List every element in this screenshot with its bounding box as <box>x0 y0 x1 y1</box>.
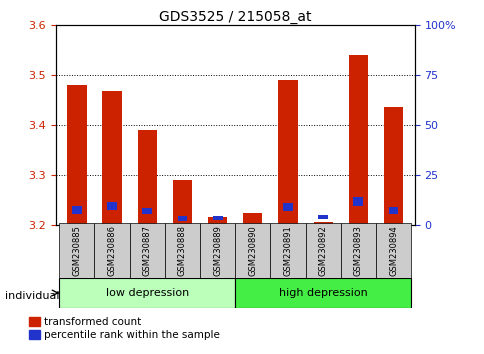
Bar <box>172 180 192 225</box>
Bar <box>177 216 187 221</box>
Bar <box>348 55 367 225</box>
Bar <box>212 216 222 220</box>
Text: GSM230891: GSM230891 <box>283 225 292 276</box>
Text: individual: individual <box>5 291 59 301</box>
Bar <box>242 213 262 225</box>
Text: GSM230894: GSM230894 <box>388 225 397 276</box>
Bar <box>318 215 328 219</box>
Bar <box>375 223 410 278</box>
Bar <box>388 207 398 214</box>
Bar <box>72 206 82 214</box>
Text: low depression: low depression <box>106 288 188 298</box>
Title: GDS3525 / 215058_at: GDS3525 / 215058_at <box>159 10 311 24</box>
Bar <box>383 107 402 225</box>
Text: GSM230890: GSM230890 <box>248 225 257 276</box>
Bar <box>353 197 363 206</box>
Text: GSM230887: GSM230887 <box>142 225 151 276</box>
Bar <box>67 85 86 225</box>
Bar <box>94 223 129 278</box>
Bar <box>137 130 157 225</box>
Text: GSM230888: GSM230888 <box>178 225 186 276</box>
Bar <box>283 203 292 211</box>
Bar <box>165 223 199 278</box>
Bar <box>102 91 121 225</box>
Text: GSM230893: GSM230893 <box>353 225 362 276</box>
Text: GSM230892: GSM230892 <box>318 225 327 276</box>
Bar <box>313 222 332 225</box>
Bar <box>199 223 235 278</box>
Bar <box>208 217 227 225</box>
Legend: transformed count, percentile rank within the sample: transformed count, percentile rank withi… <box>30 317 219 340</box>
Text: GSM230886: GSM230886 <box>107 225 116 276</box>
Bar <box>235 278 410 308</box>
Text: GSM230885: GSM230885 <box>72 225 81 276</box>
Bar <box>270 223 305 278</box>
Bar <box>59 223 94 278</box>
Bar <box>235 223 270 278</box>
Bar <box>59 278 235 308</box>
Bar <box>340 223 375 278</box>
Bar <box>305 223 340 278</box>
Bar <box>107 202 117 210</box>
Text: GSM230889: GSM230889 <box>212 225 222 276</box>
Bar <box>142 208 152 214</box>
Bar <box>129 223 165 278</box>
Bar <box>278 80 297 225</box>
Text: high depression: high depression <box>278 288 367 298</box>
